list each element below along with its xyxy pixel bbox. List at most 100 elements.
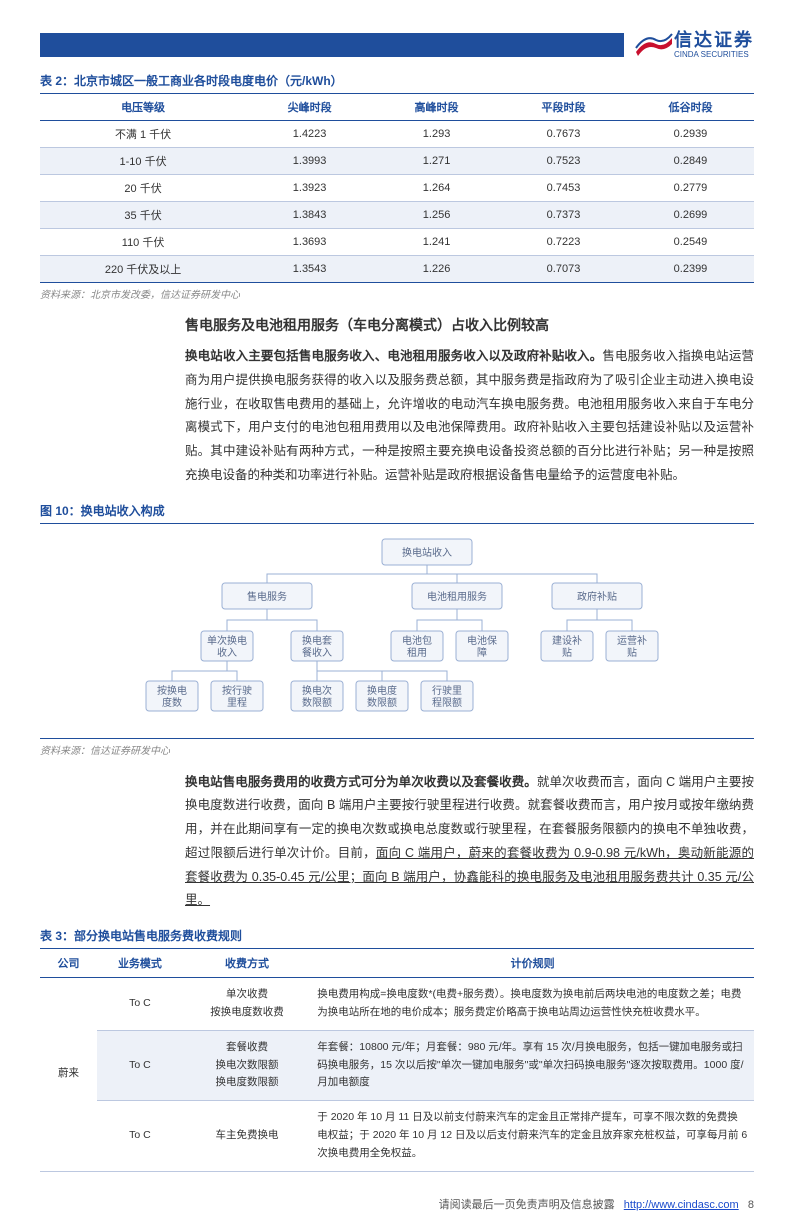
logo-mark-icon bbox=[634, 30, 674, 60]
fig10-source: 资料来源：信达证券研发中心 bbox=[40, 742, 754, 757]
svg-text:单次换电: 单次换电 bbox=[207, 634, 247, 647]
section1: 售电服务及电池租用服务（车电分离模式）占收入比例较高 换电站收入主要包括售电服务… bbox=[185, 315, 754, 488]
section2-lead: 换电站售电服务费用的收费方式可分为单次收费以及套餐收费。 bbox=[185, 775, 537, 789]
table3-rule: 于 2020 年 10 月 11 日及以前支付蔚来汽车的定金且正常排产提车，可享… bbox=[311, 1101, 754, 1172]
table2-td: 0.7373 bbox=[500, 202, 627, 229]
svg-text:贴: 贴 bbox=[627, 646, 637, 659]
table2-td: 1.256 bbox=[373, 202, 500, 229]
table3-th: 业务模式 bbox=[97, 949, 183, 978]
svg-text:电池包: 电池包 bbox=[402, 634, 432, 647]
section1-lead: 换电站收入主要包括售电服务收入、电池租用服务收入以及政府补贴收入。 bbox=[185, 349, 602, 363]
table2-th: 平段时段 bbox=[500, 94, 627, 121]
company-logo: 信达证券 CINDA SECURITIES bbox=[634, 30, 754, 60]
svg-text:售电服务: 售电服务 bbox=[247, 590, 287, 603]
svg-text:按行驶: 按行驶 bbox=[222, 684, 252, 697]
table2-td: 1.3693 bbox=[246, 229, 373, 256]
svg-text:度数: 度数 bbox=[162, 696, 182, 709]
table2-td: 0.2939 bbox=[627, 121, 754, 148]
table2-td: 1.226 bbox=[373, 256, 500, 283]
table2-td: 1.241 bbox=[373, 229, 500, 256]
fig10-caption: 图 10：换电站收入构成 bbox=[40, 502, 754, 519]
table2-td: 1.271 bbox=[373, 148, 500, 175]
section2: 换电站售电服务费用的收费方式可分为单次收费以及套餐收费。就单次收费而言，面向 C… bbox=[185, 771, 754, 914]
table3-method: 单次收费 按换电度数收费 bbox=[183, 978, 312, 1031]
table2-td: 1.4223 bbox=[246, 121, 373, 148]
table2-th: 低谷时段 bbox=[627, 94, 754, 121]
table2-td: 1.3993 bbox=[246, 148, 373, 175]
table2-td: 0.2779 bbox=[627, 175, 754, 202]
section2-para: 换电站售电服务费用的收费方式可分为单次收费以及套餐收费。就单次收费而言，面向 C… bbox=[185, 771, 754, 914]
svg-text:障: 障 bbox=[477, 646, 487, 659]
table2-td: 0.2399 bbox=[627, 256, 754, 283]
svg-text:餐收入: 餐收入 bbox=[302, 646, 332, 659]
table2-td: 220 千伏及以上 bbox=[40, 256, 246, 283]
svg-text:贴: 贴 bbox=[562, 646, 572, 659]
table2-td: 0.2549 bbox=[627, 229, 754, 256]
table2-source: 资料来源：北京市发改委，信达证券研发中心 bbox=[40, 286, 754, 301]
table3-mode: To C bbox=[97, 1030, 183, 1101]
svg-text:换电站收入: 换电站收入 bbox=[402, 546, 452, 559]
table3-caption: 表 3：部分换电站售电服务费收费规则 bbox=[40, 927, 754, 944]
table3-th: 公司 bbox=[40, 949, 97, 978]
section1-para: 换电站收入主要包括售电服务收入、电池租用服务收入以及政府补贴收入。售电服务收入指… bbox=[185, 345, 754, 488]
page-footer: 请阅读最后一页免责声明及信息披露 http://www.cindasc.com … bbox=[40, 1196, 754, 1212]
table2-td: 1.3543 bbox=[246, 256, 373, 283]
table2-td: 0.7673 bbox=[500, 121, 627, 148]
svg-text:电池保: 电池保 bbox=[467, 634, 497, 647]
svg-text:数限额: 数限额 bbox=[367, 696, 397, 709]
table2-td: 20 千伏 bbox=[40, 175, 246, 202]
table2-td: 0.7223 bbox=[500, 229, 627, 256]
svg-text:换电度: 换电度 bbox=[367, 684, 397, 697]
table2-td: 0.7073 bbox=[500, 256, 627, 283]
logo-en-text: CINDA SECURITIES bbox=[674, 51, 754, 60]
table3-mode: To C bbox=[97, 1101, 183, 1172]
fig10: 换电站收入售电服务 电池租用服务 政府补贴单次换电收入 换电套餐收入 电池包租用 电池保障… bbox=[40, 523, 754, 739]
table2-th: 尖峰时段 bbox=[246, 94, 373, 121]
table3-method: 套餐收费 换电次数限额 换电度数限额 bbox=[183, 1030, 312, 1101]
svg-text:里程: 里程 bbox=[227, 697, 247, 709]
svg-text:数限额: 数限额 bbox=[302, 696, 332, 709]
page-header: 信达证券 CINDA SECURITIES bbox=[40, 30, 754, 60]
page-number: 8 bbox=[748, 1199, 754, 1211]
footer-disclaimer: 请阅读最后一页免责声明及信息披露 bbox=[439, 1199, 615, 1211]
svg-text:换电套: 换电套 bbox=[302, 634, 332, 647]
table2-td: 不满 1 千伏 bbox=[40, 121, 246, 148]
table2-td: 1.264 bbox=[373, 175, 500, 202]
svg-text:租用: 租用 bbox=[407, 646, 427, 659]
fig10-svg: 换电站收入售电服务 电池租用服务 政府补贴单次换电收入 换电套餐收入 电池包租用 电池保障… bbox=[117, 536, 677, 726]
svg-text:行驶里: 行驶里 bbox=[432, 684, 462, 697]
section1-subhead: 售电服务及电池租用服务（车电分离模式）占收入比例较高 bbox=[185, 315, 754, 335]
table2-th: 高峰时段 bbox=[373, 94, 500, 121]
svg-text:收入: 收入 bbox=[217, 646, 237, 659]
table2-td: 0.7453 bbox=[500, 175, 627, 202]
logo-cn-text: 信达证券 bbox=[674, 31, 754, 51]
table3-mode: To C bbox=[97, 978, 183, 1031]
table2-td: 0.7523 bbox=[500, 148, 627, 175]
table2-td: 35 千伏 bbox=[40, 202, 246, 229]
table3-rule: 换电费用构成=换电度数*(电费+服务费）。换电度数为换电前后两块电池的电度数之差… bbox=[311, 978, 754, 1031]
table3-method: 车主免费换电 bbox=[183, 1101, 312, 1172]
svg-text:政府补贴: 政府补贴 bbox=[577, 590, 617, 603]
table2-td: 1.293 bbox=[373, 121, 500, 148]
svg-text:建设补: 建设补 bbox=[552, 634, 582, 647]
section1-rest: 售电服务收入指换电站运营商为用户提供换电服务获得的收入以及服务费总额，其中服务费… bbox=[185, 349, 754, 482]
svg-text:换电次: 换电次 bbox=[302, 684, 332, 697]
header-bar bbox=[40, 33, 624, 57]
table3-company: 蔚来 bbox=[40, 978, 97, 1172]
table2-th: 电压等级 bbox=[40, 94, 246, 121]
table2: 电压等级尖峰时段高峰时段平段时段低谷时段 不满 1 千伏1.42231.2930… bbox=[40, 93, 754, 283]
table3-rule: 年套餐：10800 元/年；月套餐：980 元/年。享有 15 次/月换电服务，… bbox=[311, 1030, 754, 1101]
svg-text:按换电: 按换电 bbox=[157, 684, 187, 697]
table2-td: 0.2849 bbox=[627, 148, 754, 175]
table2-caption: 表 2：北京市城区一般工商业各时段电度电价（元/kWh） bbox=[40, 72, 754, 89]
table2-td: 1.3843 bbox=[246, 202, 373, 229]
table3-th: 计价规则 bbox=[311, 949, 754, 978]
table3: 公司业务模式收费方式计价规则 蔚来To C单次收费 按换电度数收费换电费用构成=… bbox=[40, 948, 754, 1172]
table2-td: 110 千伏 bbox=[40, 229, 246, 256]
table2-td: 0.2699 bbox=[627, 202, 754, 229]
table2-td: 1.3923 bbox=[246, 175, 373, 202]
table3-th: 收费方式 bbox=[183, 949, 312, 978]
svg-text:运营补: 运营补 bbox=[617, 634, 647, 647]
svg-text:电池租用服务: 电池租用服务 bbox=[427, 590, 487, 603]
footer-link[interactable]: http://www.cindasc.com bbox=[624, 1199, 739, 1211]
